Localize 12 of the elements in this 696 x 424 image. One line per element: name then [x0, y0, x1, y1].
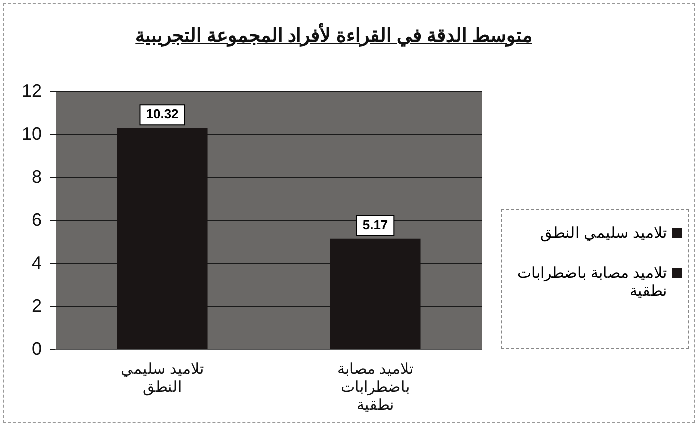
data-label: 10.32 — [146, 106, 179, 122]
legend-label: تلاميد مصابة باضطرابات نطقية — [516, 264, 667, 300]
legend-label: تلاميد سليمي النطق — [540, 224, 667, 242]
y-tick-label: 6 — [32, 210, 42, 230]
y-tick-label: 10 — [22, 124, 42, 144]
y-tick-label: 12 — [22, 80, 42, 101]
y-tick-label: 4 — [32, 252, 42, 273]
chart-title: متوسط الدقة في القراءة لأفراد المجموعة التجريبية — [134, 24, 534, 48]
data-label: 5.17 — [362, 217, 388, 232]
y-tick-label: 0 — [32, 338, 42, 359]
y-tick-label: 2 — [32, 296, 42, 316]
y-tick-label: 8 — [32, 166, 42, 187]
